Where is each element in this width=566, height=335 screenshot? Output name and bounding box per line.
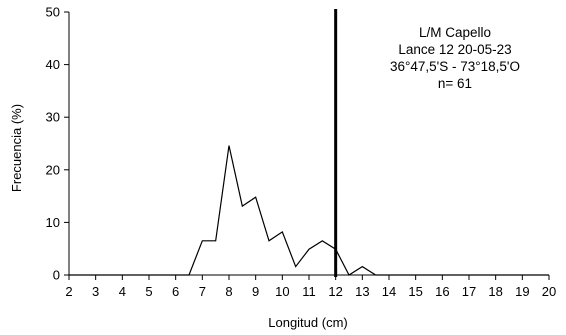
y-tick-label: 20 [46,162,60,177]
x-tick-label: 16 [435,284,449,299]
x-tick-label: 15 [408,284,422,299]
series-line [69,145,549,276]
x-tick-label: 9 [252,284,259,299]
annotation-box: L/M Capello Lance 12 20-05-23 36°47,5'S … [390,25,520,91]
x-tick-label: 10 [275,284,289,299]
x-tick-label: 12 [328,284,342,299]
y-axis-title: Frecuencia (%) [9,104,24,192]
y-axis: 0 10 20 30 40 50 [46,5,69,283]
annotation-line-1: L/M Capello [419,25,491,40]
annotation-line-3: 36°47,5'S - 73°18,5'O [390,59,520,74]
annotation-line-4: n= 61 [438,76,472,91]
y-tick-label: 50 [46,5,60,20]
annotation-line-2: Lance 12 20-05-23 [398,42,511,57]
x-tick-label: 4 [119,284,126,299]
y-tick-label: 40 [46,57,60,72]
x-axis-title: Longitud (cm) [268,315,347,330]
x-tick-label: 7 [199,284,206,299]
x-axis: 2 3 4 5 6 7 8 9 10 11 12 13 14 15 16 17 18 19 20 [65,275,556,299]
y-tick-label: 30 [46,110,60,125]
series-layer [69,145,549,276]
x-tick-label: 14 [382,284,396,299]
x-tick-label: 11 [302,284,316,299]
x-tick-label: 6 [172,284,179,299]
x-tick-label: 19 [515,284,529,299]
x-tick-label: 3 [92,284,99,299]
x-tick-label: 18 [488,284,502,299]
x-tick-label: 8 [225,284,232,299]
x-tick-label: 20 [542,284,556,299]
x-tick-label: 17 [462,284,476,299]
x-tick-label: 13 [355,284,369,299]
y-tick-label: 10 [46,215,60,230]
x-tick-label: 2 [65,284,72,299]
y-tick-label: 0 [53,268,60,283]
x-tick-label: 5 [145,284,152,299]
